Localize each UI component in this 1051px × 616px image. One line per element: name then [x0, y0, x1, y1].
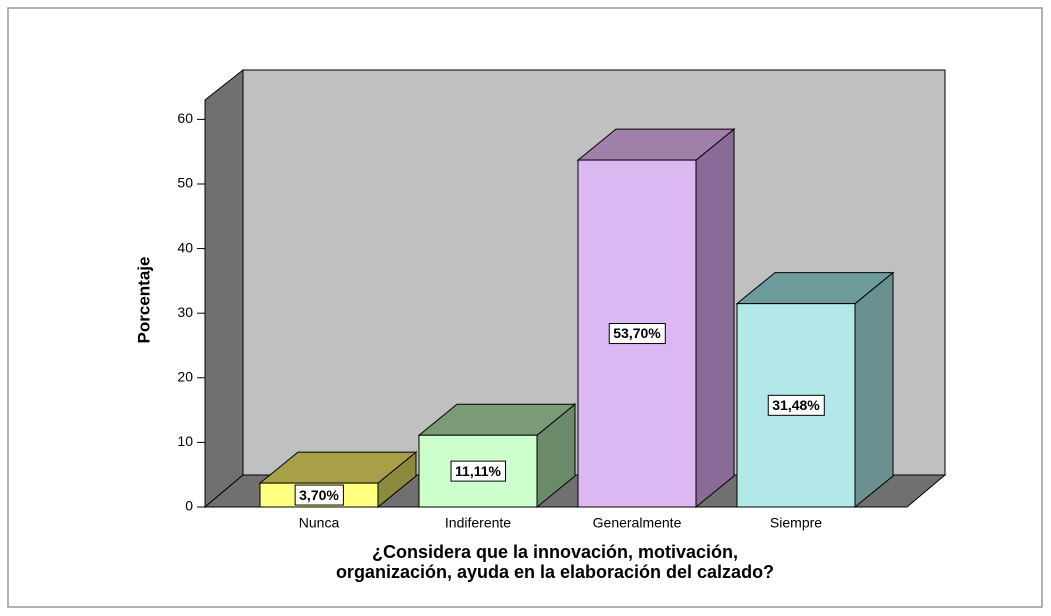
bar — [577, 159, 697, 508]
bar-side — [695, 128, 735, 509]
value-label: 53,70% — [613, 325, 661, 341]
value-label: 11,11% — [455, 463, 501, 479]
y-tick-label: 50 — [177, 175, 193, 191]
x-tick-label: Indiferente — [445, 515, 511, 531]
bar-side — [854, 271, 894, 509]
side-wall — [204, 68, 244, 509]
x-axis-label: organización, ayuda en la elaboración de… — [336, 562, 774, 582]
y-axis-label: Porcentaje — [134, 257, 153, 344]
value-label-box — [767, 394, 825, 416]
bar — [418, 434, 538, 508]
y-tick-label: 40 — [177, 239, 193, 255]
value-label-box — [450, 460, 507, 482]
x-tick-label: Generalmente — [593, 515, 682, 531]
y-tick-label: 20 — [177, 368, 193, 384]
value-label-box — [608, 323, 666, 345]
y-tick-label: 60 — [177, 110, 193, 126]
x-axis-label: ¿Considera que la innovación, motivación… — [372, 542, 738, 562]
value-label-box — [294, 484, 344, 506]
x-tick-label: Siempre — [770, 515, 822, 531]
y-tick-label: 30 — [177, 304, 193, 320]
y-tick-label: 0 — [185, 498, 193, 514]
x-tick-label: Nunca — [299, 515, 340, 531]
value-label: 3,70% — [299, 487, 339, 503]
y-tick-label: 10 — [177, 433, 193, 449]
value-label: 31,48% — [772, 397, 820, 413]
